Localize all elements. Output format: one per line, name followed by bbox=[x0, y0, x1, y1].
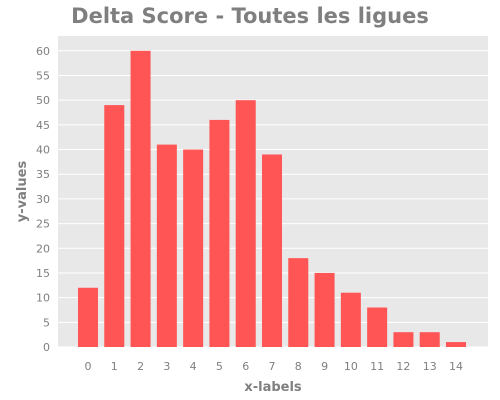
x-tick-label: 9 bbox=[321, 360, 328, 373]
y-tick-label: 35 bbox=[36, 168, 50, 181]
x-tick-label: 10 bbox=[344, 360, 358, 373]
x-axis-label: x-labels bbox=[244, 380, 302, 395]
bar-0 bbox=[78, 287, 98, 347]
x-tick-label: 11 bbox=[370, 360, 384, 373]
bar-14 bbox=[446, 342, 466, 347]
y-axis-label: y-values bbox=[15, 161, 30, 223]
y-tick-label: 50 bbox=[36, 94, 50, 107]
y-tick-label: 0 bbox=[43, 341, 50, 354]
x-tick-label: 8 bbox=[295, 360, 302, 373]
bar-1 bbox=[104, 105, 125, 347]
y-tick-label: 10 bbox=[36, 292, 50, 305]
bar-5 bbox=[209, 119, 230, 348]
bar-11 bbox=[367, 307, 388, 347]
x-tick-label: 4 bbox=[190, 360, 197, 373]
x-tick-label: 14 bbox=[449, 360, 463, 373]
y-tick-label: 20 bbox=[36, 242, 50, 255]
bar-4 bbox=[183, 149, 204, 347]
y-tick-label: 60 bbox=[36, 45, 50, 58]
y-tick-label: 55 bbox=[36, 69, 50, 82]
bar-7 bbox=[262, 154, 282, 347]
bar-13 bbox=[419, 332, 440, 347]
bar-3 bbox=[156, 144, 177, 347]
y-tick-label: 5 bbox=[43, 316, 50, 329]
x-tick-label: 5 bbox=[216, 360, 223, 373]
x-tick-label: 6 bbox=[242, 360, 249, 373]
y-tick-label: 30 bbox=[36, 193, 50, 206]
y-tick-label: 45 bbox=[36, 119, 50, 132]
y-tick-label: 25 bbox=[36, 218, 50, 231]
bars bbox=[78, 50, 466, 348]
bar-2 bbox=[130, 50, 151, 348]
x-tick-label: 13 bbox=[423, 360, 437, 373]
x-axis-ticks: 0 1 2 3 4 5 6 7 8 9 10 11 12 13 14 bbox=[85, 360, 464, 373]
bar-8 bbox=[288, 258, 309, 347]
bar-10 bbox=[340, 292, 361, 347]
x-tick-label: 0 bbox=[85, 360, 92, 373]
y-tick-label: 40 bbox=[36, 144, 50, 157]
x-tick-label: 1 bbox=[111, 360, 118, 373]
x-tick-label: 7 bbox=[269, 360, 276, 373]
y-axis-ticks: 0 5 10 15 20 25 30 35 40 45 50 55 60 bbox=[36, 45, 50, 354]
bar-6 bbox=[235, 100, 256, 347]
x-tick-label: 2 bbox=[137, 360, 144, 373]
x-tick-label: 3 bbox=[163, 360, 170, 373]
bar-12 bbox=[393, 332, 414, 347]
y-tick-label: 15 bbox=[36, 267, 50, 280]
x-tick-label: 12 bbox=[396, 360, 410, 373]
bar-9 bbox=[314, 272, 335, 347]
chart-title: Delta Score - Toutes les ligues bbox=[71, 4, 429, 28]
